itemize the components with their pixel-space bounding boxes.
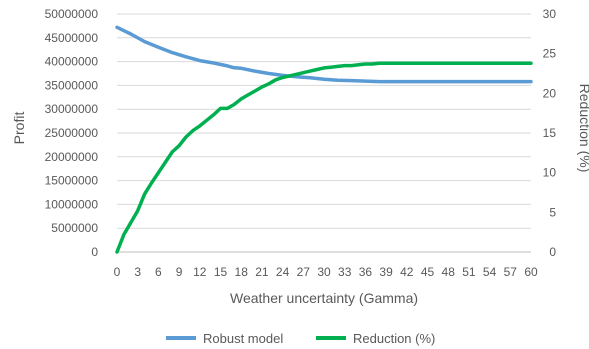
x-tick-label: 6 bbox=[155, 265, 162, 279]
x-tick-label: 57 bbox=[504, 265, 518, 279]
y2-axis-title: Reduction (%) bbox=[577, 84, 589, 173]
x-tick-label: 51 bbox=[462, 265, 476, 279]
x-tick-label: 27 bbox=[297, 265, 311, 279]
y2-tick-label: 20 bbox=[543, 86, 557, 100]
x-tick-label: 12 bbox=[193, 265, 207, 279]
x-tick-label: 36 bbox=[359, 265, 373, 279]
y-tick-label: 0 bbox=[91, 245, 98, 259]
x-tick-label: 3 bbox=[134, 265, 141, 279]
y-tick-label: 20000000 bbox=[45, 150, 99, 164]
x-tick-label: 18 bbox=[235, 265, 249, 279]
x-tick-label: 39 bbox=[379, 265, 393, 279]
y-tick-label: 40000000 bbox=[45, 55, 99, 69]
x-tick-label: 45 bbox=[421, 265, 435, 279]
x-tick-label: 30 bbox=[317, 265, 331, 279]
x-tick-label: 0 bbox=[114, 265, 121, 279]
series-line-robust-model bbox=[115, 25, 533, 84]
legend: Robust model Reduction (%) bbox=[166, 331, 435, 346]
y-tick-label: 15000000 bbox=[45, 174, 99, 188]
y-tick-label: 5000000 bbox=[51, 221, 98, 235]
legend-label-robust-model: Robust model bbox=[203, 331, 283, 346]
y2-tick-label: 0 bbox=[549, 245, 556, 259]
y-tick-label: 35000000 bbox=[45, 78, 99, 92]
y-tick-label: 10000000 bbox=[45, 197, 99, 211]
y-tick-label: 50000000 bbox=[45, 7, 99, 21]
gridlines bbox=[117, 13, 531, 253]
y2-tick-label: 10 bbox=[543, 166, 557, 180]
x-axis-title: Weather uncertainty (Gamma) bbox=[230, 290, 418, 306]
x-tick-label: 60 bbox=[524, 265, 538, 279]
x-tick-label: 54 bbox=[483, 265, 497, 279]
x-tick-label: 21 bbox=[255, 265, 269, 279]
right-axis-ticks: 0 5 10 15 20 25 30 bbox=[543, 7, 557, 259]
x-tick-label: 48 bbox=[442, 265, 456, 279]
y2-tick-label: 25 bbox=[543, 47, 557, 61]
x-tick-label: 42 bbox=[400, 265, 414, 279]
y2-tick-label: 15 bbox=[543, 126, 557, 140]
legend-label-reduction: Reduction (%) bbox=[353, 331, 435, 346]
y-tick-label: 25000000 bbox=[45, 126, 99, 140]
x-tick-label: 24 bbox=[276, 265, 290, 279]
x-tick-label: 15 bbox=[214, 265, 228, 279]
y-axis-title: Profit bbox=[11, 112, 27, 145]
series-line-reduction bbox=[115, 61, 533, 254]
y-tick-label: 30000000 bbox=[45, 102, 99, 116]
x-tick-label: 33 bbox=[338, 265, 352, 279]
x-axis-ticks: 0 3 6 9 12 15 18 21 24 27 30 33 36 39 42 45 48 51 54 57 60 bbox=[114, 265, 538, 279]
x-tick-label: 9 bbox=[176, 265, 183, 279]
series-lines bbox=[115, 25, 533, 254]
y2-tick-label: 30 bbox=[543, 7, 557, 21]
left-axis-ticks: 0 5000000 10000000 15000000 20000000 25000000… bbox=[45, 7, 99, 259]
y-tick-label: 45000000 bbox=[45, 31, 99, 45]
y2-tick-label: 5 bbox=[549, 205, 556, 219]
